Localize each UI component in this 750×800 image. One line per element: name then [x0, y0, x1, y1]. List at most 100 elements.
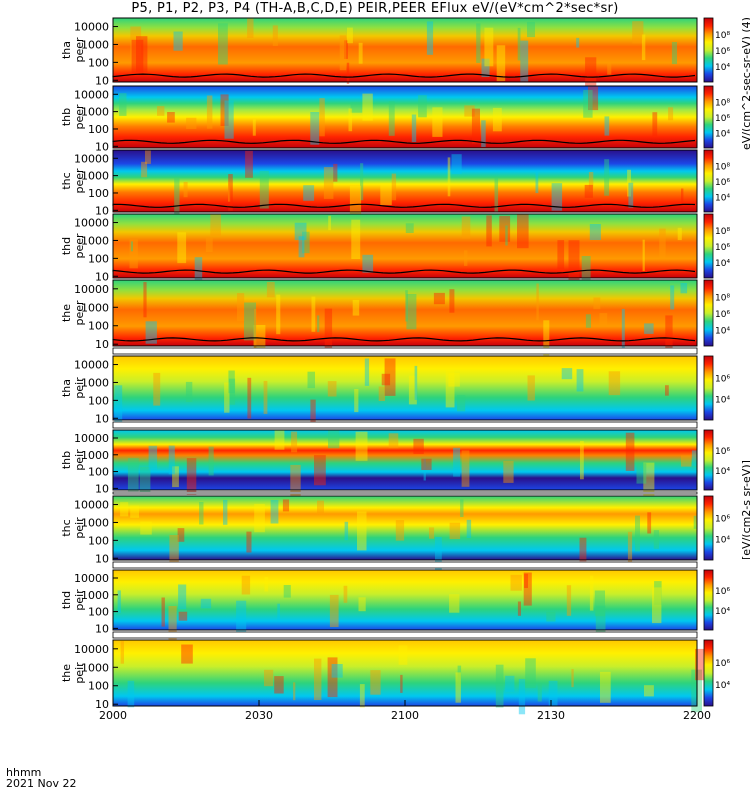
spectrogram-streak — [408, 375, 417, 405]
spectrogram-streak — [395, 520, 405, 541]
spectrogram-streak — [290, 464, 301, 502]
colorbar-title-peir: [eV/(cm2-s sr-eV)] — [740, 460, 750, 560]
spectrogram-streak — [448, 372, 460, 387]
spectrogram-streak — [635, 515, 640, 552]
spectrogram-streak — [571, 669, 574, 688]
spectrogram-streak — [185, 381, 193, 402]
spectrogram-streak — [576, 369, 584, 392]
spectrogram-streak — [172, 466, 179, 488]
spectrogram-streak — [677, 227, 682, 241]
spectrogram-streak — [277, 603, 280, 622]
spectrogram-streak — [503, 461, 514, 483]
panel-frame — [112, 355, 698, 421]
spectrogram-streak — [358, 597, 366, 612]
spectrogram-streak — [331, 664, 343, 678]
colorbar-tick-label: 10⁶ — [715, 514, 730, 524]
spectrogram-streak — [391, 173, 397, 201]
panel-label-probe: thd — [60, 591, 73, 609]
panel-label-probe: thd — [60, 237, 73, 255]
colorbar-tick-label: 10⁴ — [715, 327, 730, 337]
spectrogram-streak — [566, 585, 572, 616]
spectrogram-streak — [167, 112, 175, 123]
spectrogram-streak — [324, 308, 333, 351]
spectrogram-streak — [466, 519, 472, 538]
panel-label-probe: thb — [60, 108, 73, 126]
spectrogram-streak — [433, 292, 445, 305]
spectrogram-streak — [350, 102, 363, 113]
y-tick-label: 10000 — [74, 21, 109, 34]
spectrogram-streak — [492, 107, 502, 132]
panel-separator — [112, 491, 698, 495]
spectrogram-streak — [139, 467, 151, 495]
panel-frame — [112, 279, 698, 347]
spectrogram-streak — [294, 222, 307, 241]
spectrogram-streak — [625, 432, 635, 471]
panel-frame — [112, 85, 698, 149]
colorbar-tick-label: 10⁴ — [715, 681, 730, 691]
spectrogram-streak — [228, 174, 233, 211]
spectrogram-streak — [583, 90, 593, 118]
spectrogram-streak — [517, 214, 529, 249]
spectrogram-streak — [370, 670, 381, 695]
potential-line — [112, 139, 696, 144]
spectrogram-streak — [314, 455, 326, 486]
spectrogram-fill — [113, 496, 697, 560]
y-tick-label: 10 — [95, 552, 109, 565]
spectrogram-streak — [208, 446, 214, 476]
colorbar-tick-label: 10⁴ — [715, 63, 730, 73]
spectrogram-streak — [636, 463, 647, 484]
spectrogram-panel — [112, 17, 698, 93]
spectrogram-streak — [449, 289, 455, 313]
panel-label-probe: thb — [60, 451, 73, 469]
spectrogram-streak — [652, 587, 662, 624]
spectrogram-streak — [148, 445, 158, 471]
colorbar-tick-label: 10⁶ — [715, 587, 730, 597]
spectrogram-streak — [432, 107, 443, 137]
panel-separator — [112, 421, 698, 429]
y-tick-label: 10000 — [74, 152, 109, 165]
spectrogram-panel — [112, 429, 698, 502]
y-tick-label: 10000 — [74, 217, 109, 230]
spectrogram-streak — [461, 216, 471, 239]
colorbar-tick-label: 10⁴ — [715, 467, 730, 477]
panel-label-species: peir — [73, 517, 86, 539]
x-tick-label: 2000 — [99, 709, 127, 722]
spectrogram-streak — [141, 161, 148, 178]
spectrogram-streak — [551, 183, 563, 211]
panel-frame — [112, 149, 698, 213]
spectrogram-streak — [130, 505, 139, 518]
spectrogram-streak — [310, 112, 320, 145]
panel-label-species: peer — [73, 300, 86, 326]
spectrogram-streak — [351, 219, 361, 259]
spectrogram-panel — [112, 495, 698, 575]
colorbar-tick-label: 10⁴ — [715, 536, 730, 546]
spectrogram-streak — [263, 380, 268, 414]
spectrogram-streak — [206, 95, 213, 129]
spectrogram-streak — [348, 108, 353, 132]
spectrogram-streak — [494, 178, 499, 213]
x-tick-label: 2200 — [683, 709, 711, 722]
spectrogram-streak — [535, 172, 539, 194]
spectrogram-streak — [659, 228, 666, 259]
spectrogram-streak — [665, 315, 673, 350]
date-label: 2021 Nov 22 — [6, 777, 77, 790]
spectrogram-streak — [543, 320, 550, 358]
panel-label-species: peir — [73, 449, 86, 471]
spectrogram-streak — [352, 299, 360, 316]
chart-title: P5, P1, P2, P3, P4 (TH-A,B,C,D,E) PEIR,P… — [131, 1, 619, 16]
spectrogram-streak — [328, 215, 331, 231]
y-tick-label: 10000 — [74, 88, 109, 101]
y-tick-label: 10 — [95, 204, 109, 217]
spectrogram-streak — [329, 594, 339, 627]
spectrogram-streak — [457, 665, 462, 683]
spectrogram-streak — [355, 431, 368, 461]
spectrogram-streak — [343, 585, 348, 603]
spectrogram-streak — [414, 365, 418, 400]
colorbar — [703, 495, 714, 561]
y-tick-label: 10 — [95, 74, 109, 87]
spectrogram-streak — [486, 215, 492, 247]
spectrogram-streak — [362, 93, 373, 121]
y-tick-label: 10 — [95, 698, 109, 711]
x-tick-label: 2030 — [245, 709, 273, 722]
spectrogram-streak — [517, 601, 521, 616]
